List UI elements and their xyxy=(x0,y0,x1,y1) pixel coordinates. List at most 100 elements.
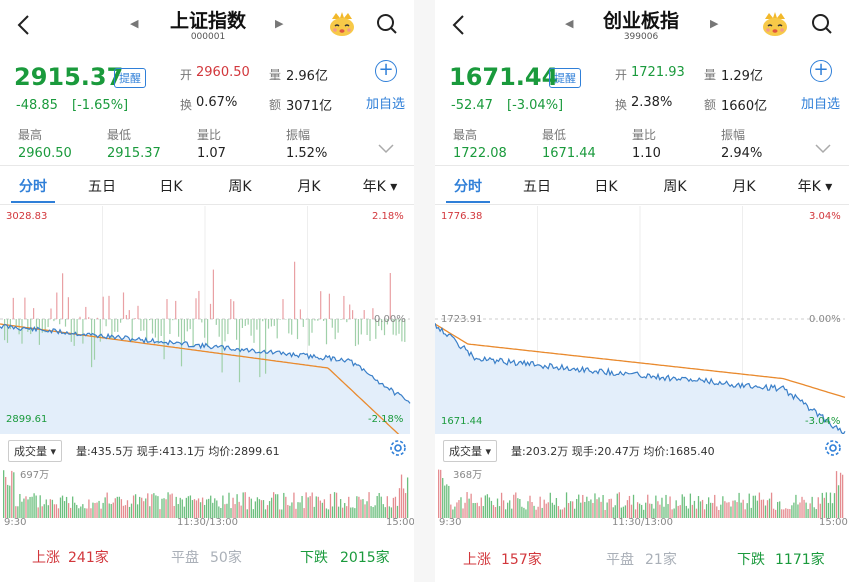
volume-chart[interactable] xyxy=(0,462,414,518)
quote-panel-sse: ◀ 上证指数 000001 ▶ 2915.37 提醒 -48.85 [-1.65… xyxy=(0,0,414,582)
tick-bar-up xyxy=(50,308,52,319)
volume-bar-down xyxy=(805,502,807,518)
volume-chart[interactable] xyxy=(435,462,849,518)
volume-bar-down xyxy=(541,507,543,518)
high-value: 2960.50 xyxy=(18,146,72,161)
volume-bar-down xyxy=(313,506,315,518)
next-index-icon[interactable]: ▶ xyxy=(275,17,284,30)
volume-bar-down xyxy=(837,485,840,518)
tab-monthly-k[interactable]: 月K xyxy=(297,179,321,195)
open-label: 开 xyxy=(180,68,193,82)
tab-intraday[interactable]: 分时 xyxy=(19,179,47,195)
volume-bar-up xyxy=(195,500,198,518)
tab-intraday[interactable]: 分时 xyxy=(454,179,482,195)
add-watchlist-icon[interactable]: + xyxy=(375,60,397,82)
volume-bar-down xyxy=(208,498,210,518)
high-label: 最高 xyxy=(453,128,478,142)
volume-value: 2.96亿 xyxy=(286,69,328,84)
chart-mid-left-label: 1723.91 xyxy=(441,314,483,325)
chart-bottom-left-label: 2899.61 xyxy=(6,414,48,425)
volume-bar-down xyxy=(177,504,179,518)
volume-bar-down xyxy=(578,494,580,518)
tick-bar-down xyxy=(157,319,159,344)
tick-bar-up xyxy=(363,310,365,319)
chevron-down-icon[interactable] xyxy=(378,139,394,154)
gear-icon[interactable] xyxy=(823,438,843,458)
tick-bar-down xyxy=(381,319,383,331)
volume-bar-down xyxy=(661,497,663,518)
indicator-select[interactable]: 成交量 ▾ xyxy=(8,440,63,462)
back-arrow-icon[interactable] xyxy=(449,13,471,37)
mascot-icon[interactable] xyxy=(760,9,790,39)
tick-bar-up xyxy=(343,295,345,319)
next-index-icon[interactable]: ▶ xyxy=(710,17,719,30)
volume-bar-up xyxy=(49,499,51,518)
tab-yearly-k[interactable]: 年K ▾ xyxy=(362,179,398,195)
volume-bar-down xyxy=(283,492,285,518)
volume-bar-down xyxy=(33,493,35,518)
add-watchlist-icon[interactable]: + xyxy=(810,60,832,82)
add-watchlist-button[interactable]: 加自选 xyxy=(801,97,841,112)
volume-bar-up xyxy=(758,492,761,518)
tick-bar-down xyxy=(383,319,386,336)
intraday-price-chart[interactable] xyxy=(435,206,849,434)
tab-weekly-k[interactable]: 周K xyxy=(663,179,687,195)
back-arrow-icon[interactable] xyxy=(14,13,36,37)
tab-weekly-k[interactable]: 周K xyxy=(228,179,252,195)
volume-bar-up xyxy=(141,497,143,518)
tick-bar-up xyxy=(175,300,177,319)
prev-index-icon[interactable]: ◀ xyxy=(565,17,574,30)
volume-bar-down xyxy=(281,509,283,518)
tick-bar-up xyxy=(24,297,26,319)
volume-bar-down xyxy=(525,509,527,518)
volume-bar-up xyxy=(657,501,659,518)
tick-bar-down xyxy=(99,319,101,342)
volume-bar-up xyxy=(494,507,497,518)
volume-bar-down xyxy=(791,505,793,518)
chart-top-left-label: 1776.38 xyxy=(441,211,483,222)
prev-index-icon[interactable]: ◀ xyxy=(130,17,139,30)
volume-bar-up xyxy=(634,509,637,518)
volume-bar-down xyxy=(3,470,5,518)
volume-info: 量:203.2万 现手:20.47万 均价:1685.40 xyxy=(511,445,715,458)
tick-bar-down xyxy=(117,319,119,332)
tab-five-day[interactable]: 五日 xyxy=(88,179,116,195)
tab-monthly-k[interactable]: 月K xyxy=(732,179,756,195)
search-icon[interactable] xyxy=(810,12,834,36)
indicator-select[interactable]: 成交量 ▾ xyxy=(443,440,498,462)
tick-bar-down xyxy=(131,319,133,342)
volume-bar-down xyxy=(350,507,352,518)
tick-bar-down xyxy=(47,319,49,328)
volume-bar-up xyxy=(736,502,738,518)
tick-bar-up xyxy=(137,305,139,319)
volume-bar-down xyxy=(807,508,809,518)
tick-bar-down xyxy=(227,319,229,335)
intraday-price-chart[interactable] xyxy=(0,206,414,434)
volume-bar-up xyxy=(197,498,200,518)
mascot-icon[interactable] xyxy=(327,9,357,39)
volume-bar-down xyxy=(388,506,390,518)
volume-bar-down xyxy=(584,501,586,518)
tick-bar-down xyxy=(369,319,371,342)
volume-bar-down xyxy=(17,506,19,518)
volume-bar-down xyxy=(72,496,74,518)
search-icon[interactable] xyxy=(375,12,399,36)
tab-daily-k[interactable]: 日K xyxy=(594,179,618,195)
tab-daily-k[interactable]: 日K xyxy=(159,179,183,195)
volume-bar-down xyxy=(748,493,750,518)
volume-bar-down xyxy=(756,500,759,518)
tab-five-day[interactable]: 五日 xyxy=(523,179,551,195)
chevron-down-icon[interactable] xyxy=(815,139,831,154)
average-price-line xyxy=(435,323,846,399)
gear-icon[interactable] xyxy=(388,438,408,458)
volume-bar-down xyxy=(482,506,484,518)
volume-bar-up xyxy=(171,493,173,518)
tick-bar-down xyxy=(354,319,357,347)
add-watchlist-button[interactable]: 加自选 xyxy=(366,97,406,112)
remind-button[interactable]: 提醒 xyxy=(549,68,581,88)
remind-button[interactable]: 提醒 xyxy=(114,68,146,88)
tab-active-indicator xyxy=(446,201,490,203)
volume-bar-down xyxy=(533,505,535,518)
tab-yearly-k[interactable]: 年K ▾ xyxy=(797,179,833,195)
volume-bar-down xyxy=(590,499,592,518)
